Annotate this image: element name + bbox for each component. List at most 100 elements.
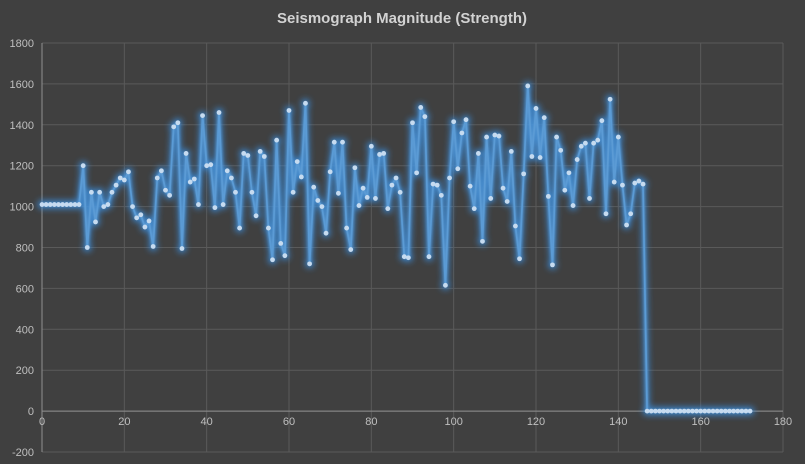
data-point-marker	[105, 202, 111, 207]
data-point-marker	[702, 408, 708, 414]
data-point-marker	[599, 118, 605, 124]
data-point-marker	[323, 230, 329, 236]
y-axis-tick-label: 400	[16, 324, 34, 336]
data-point-marker	[422, 114, 428, 120]
x-axis-tick-label: 180	[774, 416, 792, 428]
data-point-marker	[652, 408, 658, 414]
data-point-marker	[513, 223, 518, 229]
data-point-marker	[93, 219, 98, 225]
data-point-marker	[475, 151, 481, 156]
x-axis-tick-label: 80	[365, 416, 377, 428]
data-point-marker	[257, 148, 263, 154]
data-point-marker	[245, 153, 251, 158]
data-point-marker	[154, 175, 160, 181]
x-axis-tick-label: 20	[118, 416, 130, 428]
y-axis-tick-label: 1400	[10, 120, 34, 132]
data-point-marker	[163, 187, 168, 193]
data-point-marker	[640, 181, 646, 187]
data-point-marker	[117, 175, 123, 181]
data-point-marker	[508, 148, 514, 154]
data-point-marker	[212, 205, 218, 211]
y-axis-tick-label: 800	[16, 243, 34, 255]
data-point-marker	[570, 203, 576, 208]
data-point-marker	[175, 120, 181, 126]
y-axis-tick-label: 600	[16, 283, 34, 295]
data-point-marker	[545, 193, 551, 199]
data-point-marker	[401, 254, 407, 260]
axis-tick-labels: 1800 1600 1400 1200 1000 800 600 400 200 0 -200 0 20…	[10, 38, 793, 459]
x-axis-tick-label: 160	[691, 416, 709, 428]
data-point-marker	[463, 117, 469, 123]
data-point-marker	[632, 180, 638, 186]
data-point-marker	[113, 182, 119, 188]
data-point-marker	[278, 241, 284, 246]
data-point-marker	[261, 154, 267, 159]
data-point-marker	[138, 212, 144, 218]
data-point-marker	[249, 189, 255, 195]
data-point-marker	[146, 218, 152, 224]
data-point-marker	[665, 408, 671, 414]
data-point-marker	[319, 204, 325, 210]
data-point-marker	[191, 176, 197, 182]
data-point-marker	[286, 108, 292, 113]
data-point-marker	[196, 202, 201, 207]
data-point-marker	[368, 143, 374, 149]
data-point-marker	[220, 202, 226, 207]
data-point-marker	[541, 115, 547, 121]
data-point-marker	[739, 408, 745, 414]
data-point-marker	[434, 182, 440, 188]
data-point-marker	[661, 408, 667, 414]
data-point-marker	[397, 189, 403, 195]
data-point-marker	[47, 202, 53, 207]
data-point-marker	[694, 408, 699, 414]
data-point-marker	[471, 206, 477, 212]
data-point-marker	[385, 206, 391, 212]
data-point-marker	[101, 204, 107, 210]
data-point-marker	[224, 168, 230, 174]
data-point-marker	[64, 202, 70, 207]
data-point-marker	[97, 189, 103, 195]
data-point-marker	[743, 408, 749, 414]
data-point-marker	[673, 408, 679, 414]
y-axis-tick-label: 1600	[10, 79, 34, 91]
data-point-marker	[611, 179, 617, 185]
data-point-marker	[607, 96, 613, 102]
data-point-marker	[636, 178, 642, 184]
data-point-marker	[722, 408, 728, 414]
data-point-marker	[438, 192, 444, 198]
data-point-marker	[566, 170, 572, 176]
data-point-marker	[484, 134, 489, 140]
data-point-marker	[158, 168, 164, 174]
data-point-marker	[150, 244, 156, 249]
data-point-marker	[624, 222, 629, 228]
data-point-marker	[405, 255, 411, 261]
data-point-marker	[677, 408, 683, 414]
data-point-marker	[731, 408, 736, 414]
data-point-marker	[233, 189, 238, 195]
data-point-marker	[529, 154, 535, 159]
data-point-marker	[706, 408, 712, 414]
data-point-marker	[467, 183, 473, 189]
data-point-marker	[414, 170, 420, 176]
data-point-marker	[253, 213, 259, 219]
data-point-marker	[500, 185, 506, 191]
data-point-marker	[459, 130, 465, 136]
data-point-marker	[718, 408, 724, 414]
data-point-marker	[377, 152, 382, 157]
data-point-marker	[80, 163, 86, 169]
data-point-marker	[290, 189, 296, 195]
data-point-marker	[373, 196, 378, 201]
data-point-marker	[340, 139, 345, 145]
data-point-marker	[216, 110, 222, 115]
data-point-marker	[690, 408, 695, 414]
data-point-marker	[68, 202, 74, 207]
y-axis-tick-label: 1800	[10, 38, 34, 50]
data-point-marker	[126, 169, 131, 175]
data-point-marker	[228, 175, 234, 181]
series-line[interactable]	[39, 83, 753, 414]
data-point-marker	[121, 177, 127, 183]
data-point-marker	[89, 189, 94, 195]
data-point-marker	[356, 203, 362, 208]
